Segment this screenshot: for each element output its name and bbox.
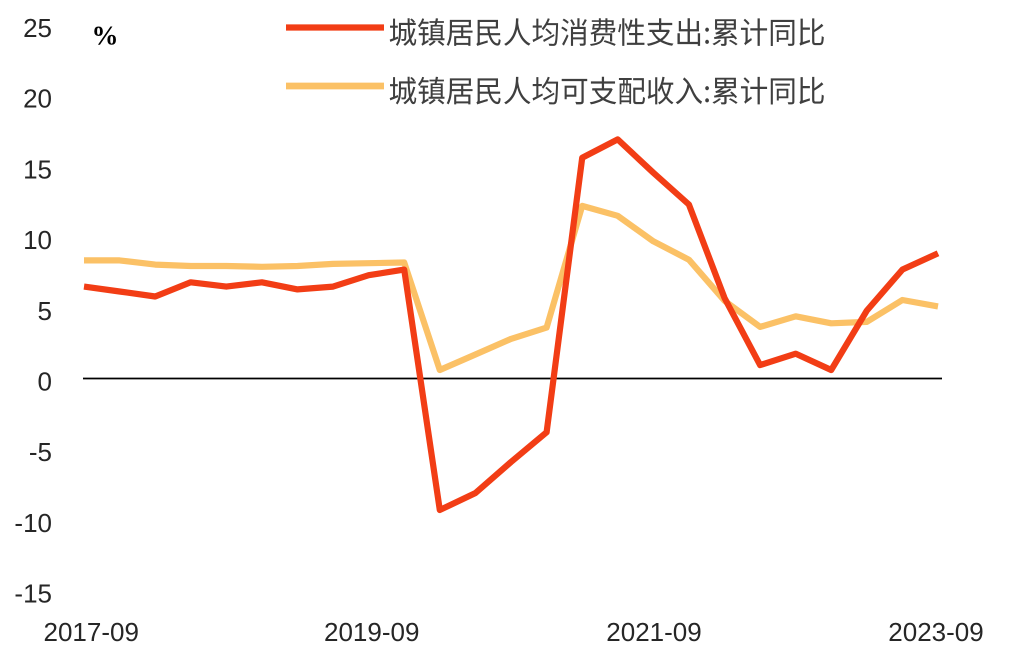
svg-text:-15: -15 xyxy=(14,579,52,609)
svg-text:2017-09: 2017-09 xyxy=(43,617,138,647)
svg-text:2021-09: 2021-09 xyxy=(606,617,701,647)
svg-text:25: 25 xyxy=(23,13,52,43)
svg-text:20: 20 xyxy=(23,84,52,114)
svg-text:15: 15 xyxy=(23,154,52,184)
svg-text:2023-09: 2023-09 xyxy=(888,617,983,647)
svg-text:%: % xyxy=(92,21,119,51)
svg-text:-10: -10 xyxy=(14,508,52,538)
svg-text:5: 5 xyxy=(38,296,52,326)
svg-text:-5: -5 xyxy=(29,437,52,467)
svg-text:10: 10 xyxy=(23,225,52,255)
svg-text:0: 0 xyxy=(38,367,52,397)
svg-text:2019-09: 2019-09 xyxy=(324,617,419,647)
